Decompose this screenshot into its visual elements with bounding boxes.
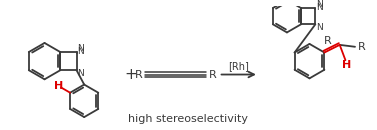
Text: +: + [124, 67, 137, 82]
Text: R: R [324, 36, 332, 46]
Text: [Rh]: [Rh] [228, 61, 249, 71]
Text: H: H [342, 60, 351, 70]
Text: N: N [316, 0, 323, 9]
Text: N: N [77, 69, 84, 78]
Text: R: R [209, 70, 217, 80]
Text: N: N [316, 23, 323, 32]
Text: N: N [77, 44, 84, 53]
Text: R: R [135, 70, 142, 80]
Text: R: R [358, 42, 366, 52]
Text: H: H [54, 82, 63, 92]
Text: N: N [316, 3, 323, 12]
Text: high stereoselectivity: high stereoselectivity [128, 113, 248, 123]
Text: N: N [77, 47, 84, 56]
